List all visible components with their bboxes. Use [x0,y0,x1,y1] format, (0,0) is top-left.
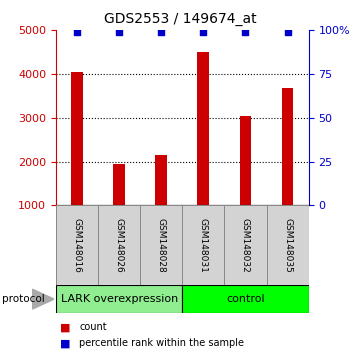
Bar [282,88,293,249]
Point [200,29,206,35]
Bar [155,155,167,249]
Text: GSM148028: GSM148028 [157,218,166,273]
FancyBboxPatch shape [56,205,98,285]
Polygon shape [32,289,54,309]
Text: GSM148035: GSM148035 [283,218,292,273]
Text: control: control [226,294,265,304]
Text: LARK overexpression: LARK overexpression [61,294,178,304]
Text: count: count [79,322,107,332]
Point [158,29,164,35]
Text: GSM148026: GSM148026 [115,218,123,273]
Text: ■: ■ [60,322,70,332]
Text: ■: ■ [60,338,70,348]
Text: protocol: protocol [2,294,44,304]
FancyBboxPatch shape [225,205,266,285]
Text: GSM148016: GSM148016 [73,218,82,273]
Point [116,29,122,35]
FancyBboxPatch shape [182,205,225,285]
FancyBboxPatch shape [266,205,309,285]
FancyBboxPatch shape [98,205,140,285]
Text: GSM148031: GSM148031 [199,218,208,273]
Bar [240,115,251,249]
Point [285,29,291,35]
Bar [71,72,83,249]
Point [74,29,80,35]
Text: GDS2553 / 149674_at: GDS2553 / 149674_at [104,12,257,27]
Bar [113,164,125,249]
FancyBboxPatch shape [56,285,182,313]
Bar [197,52,209,249]
Text: percentile rank within the sample: percentile rank within the sample [79,338,244,348]
FancyBboxPatch shape [140,205,182,285]
Text: GSM148032: GSM148032 [241,218,250,273]
Point [243,29,248,35]
FancyBboxPatch shape [182,285,309,313]
